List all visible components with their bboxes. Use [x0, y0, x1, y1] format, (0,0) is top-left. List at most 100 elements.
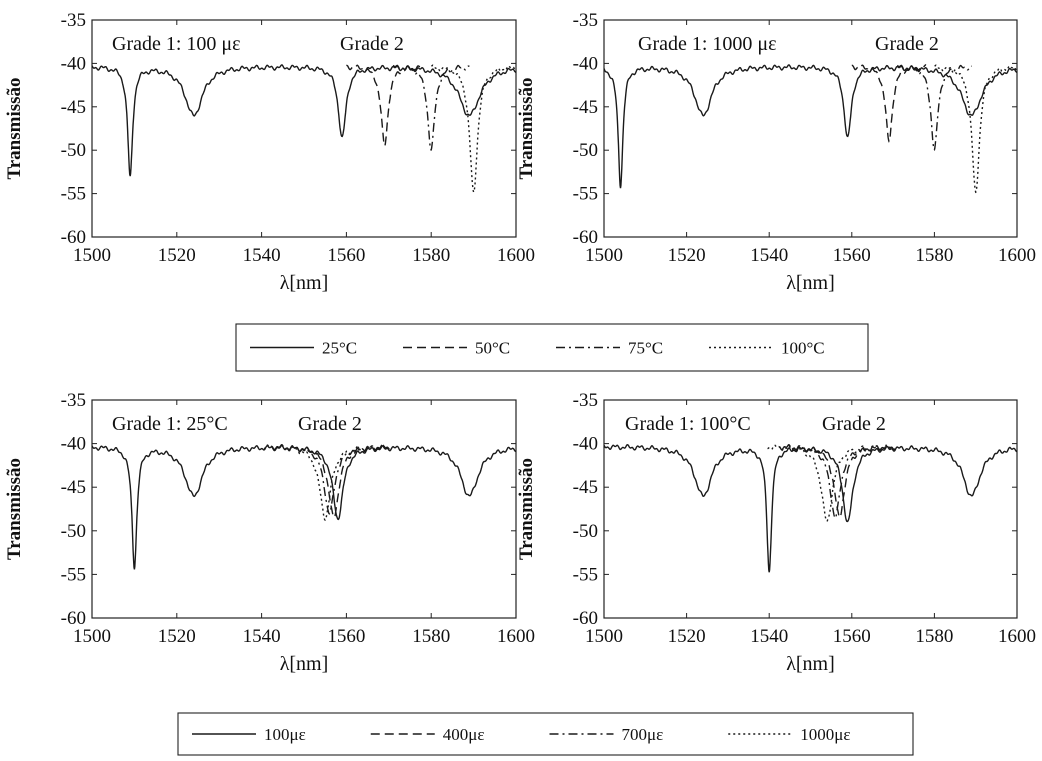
x-tick-label: 1560 [833, 626, 871, 647]
y-tick-label: -40 [61, 434, 86, 455]
series-line-25°C [92, 64, 516, 177]
series-group [604, 64, 1017, 194]
series-line-100με [604, 443, 1017, 573]
x-tick-label: 1500 [73, 245, 111, 266]
x-axis-label: λ[nm] [280, 653, 329, 675]
x-tick-label: 1540 [750, 626, 788, 647]
y-tick-label: -35 [61, 10, 86, 31]
y-tick-label: -55 [61, 184, 86, 205]
series-line-700με [271, 443, 388, 515]
y-tick-label: -60 [573, 227, 598, 248]
legend-2: 100με 400με 700με 1000με [177, 712, 914, 756]
legend-label: 700με [622, 725, 664, 744]
x-tick-label: 1520 [668, 626, 706, 647]
annotation-grade-1: Grade 1: 100 με [112, 33, 241, 55]
y-tick-label: -45 [573, 477, 598, 498]
x-tick-label: 1540 [243, 626, 281, 647]
annotation-grade-1: Grade 1: 25°C [112, 413, 228, 435]
y-tick-label: -35 [573, 10, 598, 31]
y-tick-label: -50 [61, 140, 86, 161]
y-tick-label: -55 [61, 564, 86, 585]
annotation-grade-2: Grade 2 [298, 413, 362, 435]
axes-frame [603, 19, 1018, 238]
x-tick-label: 1560 [327, 245, 365, 266]
series-line-700με [778, 443, 892, 520]
y-tick-label: -60 [61, 608, 86, 629]
y-tick-label: -50 [61, 521, 86, 542]
y-tick-label: -35 [573, 390, 598, 411]
legend-box [235, 323, 869, 372]
x-tick-label: 1520 [158, 245, 196, 266]
x-tick-label: 1540 [750, 245, 788, 266]
y-tick-label: -50 [573, 521, 598, 542]
series-group [92, 64, 516, 194]
series-line-400με [275, 444, 392, 519]
series-line-25°C [604, 64, 1017, 189]
y-tick-label: -60 [61, 227, 86, 248]
x-tick-label: 1580 [412, 626, 450, 647]
axes-frame [603, 399, 1018, 619]
legend-label: 1000με [800, 725, 850, 744]
legend-label: 400με [443, 725, 485, 744]
y-axis-label: Transmissão [516, 458, 537, 560]
x-tick-label: 1500 [73, 626, 111, 647]
x-tick-label: 1580 [915, 245, 953, 266]
series-line-75°C [896, 64, 972, 151]
y-tick-label: -55 [573, 184, 598, 205]
series-group [92, 443, 516, 570]
y-axis-label: Transmissão [4, 77, 25, 179]
y-tick-label: -45 [61, 97, 86, 118]
series-line-50°C [346, 64, 423, 147]
y-axis-label: Transmissão [516, 77, 537, 179]
x-tick-label: 1500 [585, 245, 623, 266]
series-line-100°C [430, 64, 516, 194]
x-tick-label: 1520 [668, 245, 706, 266]
series-line-400με [783, 444, 896, 519]
legend-label: 50°C [475, 339, 510, 358]
x-tick-label: 1580 [915, 626, 953, 647]
legend-label: 100°C [781, 339, 825, 358]
series-group [604, 443, 1017, 573]
y-tick-label: -50 [573, 140, 598, 161]
x-tick-label: 1500 [585, 626, 623, 647]
legend-label: 75°C [628, 339, 663, 358]
y-tick-label: -40 [573, 53, 598, 74]
x-tick-label: 1560 [833, 245, 871, 266]
annotation-grade-1: Grade 1: 1000 με [638, 33, 777, 55]
legend-1: 25°C 50°C 75°C 100°C [235, 323, 869, 372]
annotation-grade-2: Grade 2 [875, 33, 939, 55]
x-tick-label: 1600 [998, 245, 1036, 266]
x-tick-label: 1600 [497, 245, 535, 266]
x-tick-label: 1600 [998, 626, 1036, 647]
series-line-1000με [263, 443, 387, 522]
x-tick-label: 1540 [243, 245, 281, 266]
y-tick-label: -40 [573, 434, 598, 455]
series-line-100°C [934, 64, 1017, 194]
x-tick-label: 1580 [412, 245, 450, 266]
x-axis-label: λ[nm] [786, 272, 835, 294]
annotation-grade-2: Grade 2 [340, 33, 404, 55]
legend-label: 100με [264, 725, 306, 744]
y-tick-label: -45 [573, 97, 598, 118]
annotation-grade-1: Grade 1: 100°C [625, 413, 751, 435]
y-tick-label: -55 [573, 564, 598, 585]
y-tick-label: -60 [573, 608, 598, 629]
axes-frame [91, 399, 517, 619]
series-line-100με [92, 444, 516, 570]
x-axis-label: λ[nm] [786, 653, 835, 675]
y-tick-label: -45 [61, 477, 86, 498]
x-tick-label: 1560 [327, 626, 365, 647]
y-tick-label: -40 [61, 53, 86, 74]
x-tick-label: 1520 [158, 626, 196, 647]
series-line-50°C [851, 64, 927, 143]
y-tick-label: -35 [61, 390, 86, 411]
y-axis-label: Transmissão [4, 458, 25, 560]
legend-box [177, 712, 914, 756]
legend-label: 25°C [322, 339, 357, 358]
series-line-1000με [767, 444, 888, 522]
